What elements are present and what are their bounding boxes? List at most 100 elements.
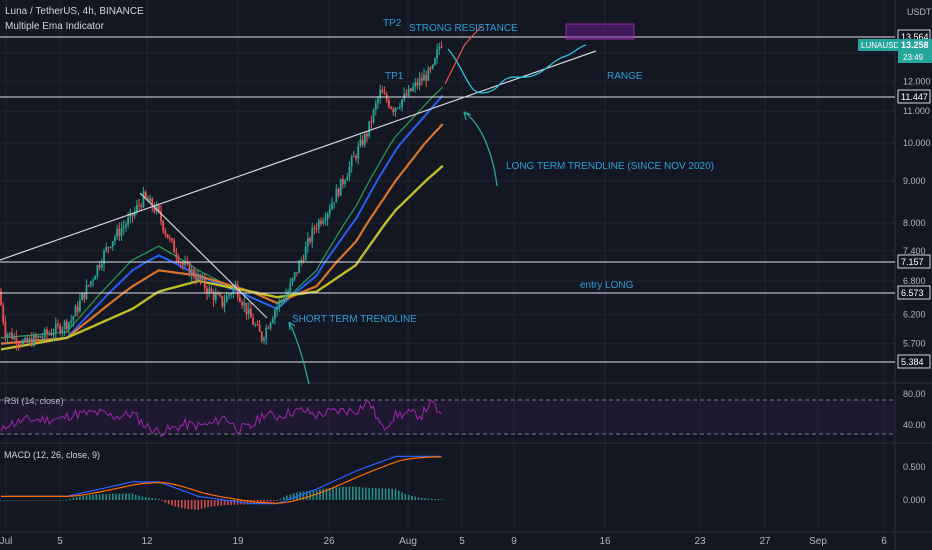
macd-histogram-bar xyxy=(378,488,380,500)
candle-body xyxy=(68,322,70,330)
macd-histogram-bar xyxy=(95,494,98,500)
candle-body xyxy=(429,67,432,69)
time-tick-label: 23 xyxy=(694,536,706,547)
macd-histogram-bar xyxy=(401,492,403,500)
macd-histogram-bar xyxy=(407,494,410,500)
candle-body xyxy=(271,318,274,323)
candle-body xyxy=(50,333,53,336)
arrow-short-term xyxy=(288,321,310,385)
macd-line xyxy=(1,455,442,505)
candle-body xyxy=(11,332,13,340)
candle-body xyxy=(81,293,83,301)
long-term-trendline xyxy=(0,50,597,261)
price-tick-label: 7.400 xyxy=(903,246,926,256)
macd-histogram-bar xyxy=(210,500,213,507)
candle-body xyxy=(223,302,226,307)
candle-body xyxy=(313,227,316,229)
candle-body xyxy=(418,78,421,86)
candle-body xyxy=(401,99,403,107)
macd-histogram-bar xyxy=(102,494,104,500)
candle-body xyxy=(83,293,86,299)
candle-body xyxy=(206,288,208,294)
candle-body xyxy=(105,247,108,252)
macd-histogram-bar xyxy=(397,490,400,500)
candle-body xyxy=(228,294,230,296)
annotation-long-term-trendline: LONG TERM TRENDLINE (SINCE NOV 2020) xyxy=(506,161,714,172)
candle-body xyxy=(398,106,401,108)
candle-body xyxy=(359,139,362,146)
macd-tick-label: 0.000 xyxy=(903,495,926,505)
candle-body xyxy=(190,269,193,276)
candle-body xyxy=(331,203,333,210)
macd-histogram-bar xyxy=(167,500,170,505)
macd-histogram-bar xyxy=(351,486,354,500)
candle-body xyxy=(184,261,186,266)
candle-body xyxy=(182,262,184,266)
candle-body xyxy=(322,220,325,224)
candle-body xyxy=(43,329,46,337)
candle-body xyxy=(79,300,81,312)
candle-body xyxy=(274,309,276,319)
price-tick-label: 6.800 xyxy=(903,276,926,286)
macd-histogram-bar xyxy=(23,500,25,501)
macd-histogram-bar xyxy=(411,495,413,500)
candle-body xyxy=(236,284,239,298)
annotation-short-term-trendline: SHORT TERM TRENDLINE xyxy=(292,314,417,325)
candle-body xyxy=(188,262,191,276)
candle-body xyxy=(407,88,410,96)
macd-histogram-bar xyxy=(381,488,384,500)
candle-body xyxy=(107,247,110,249)
macd-histogram-bar xyxy=(217,500,219,506)
candle-body xyxy=(256,324,259,326)
macd-histogram-bar xyxy=(213,500,216,507)
candle-body xyxy=(201,277,204,280)
rsi-tick-label: 80.00 xyxy=(903,389,926,399)
macd-histogram-bar xyxy=(161,500,163,501)
macd-histogram-bar xyxy=(6,500,9,501)
candle-body xyxy=(171,238,173,241)
candle-body xyxy=(217,293,219,295)
macd-histogram-bar xyxy=(361,487,364,500)
candle-body xyxy=(238,297,241,302)
candle-body xyxy=(98,265,101,268)
macd-histogram-bar xyxy=(424,498,426,500)
macd-histogram-bar xyxy=(194,500,196,510)
candle-body xyxy=(61,329,64,333)
macd-histogram-bar xyxy=(227,500,229,506)
candle-body xyxy=(203,277,206,289)
macd-histogram-bar xyxy=(305,490,308,500)
macd-histogram-bar xyxy=(332,487,334,500)
level-price-label: 13.564 xyxy=(901,32,929,42)
macd-histogram-bar xyxy=(335,487,338,500)
candle-body xyxy=(92,279,94,282)
time-tick-label: 5 xyxy=(57,536,63,547)
candle-body xyxy=(260,331,263,341)
candle-body xyxy=(436,49,439,59)
price-tick-label: 8.000 xyxy=(903,218,926,228)
candle-body xyxy=(320,220,322,224)
macd-histogram-bar xyxy=(440,499,443,500)
macd-histogram-bar xyxy=(256,500,259,503)
macd-histogram-bar xyxy=(69,498,71,500)
candle-body xyxy=(309,238,311,242)
level-price-tag xyxy=(897,354,931,369)
time-axis[interactable]: Jul 5 12 19 26 Aug 5 9 16 23 27 Sep 6 xyxy=(0,536,887,547)
macd-histogram-bar xyxy=(33,500,35,501)
macd-histogram-bar xyxy=(79,496,81,500)
arrow-long-term xyxy=(463,111,498,187)
candle-body xyxy=(39,336,42,338)
level-price-label: 5.384 xyxy=(901,357,924,367)
candle-body xyxy=(285,294,287,301)
annotation-tp2: TP2 xyxy=(383,18,402,29)
candle-body xyxy=(125,224,127,227)
candle-body xyxy=(368,121,371,137)
candle-body xyxy=(337,188,340,196)
time-tick-label: 6 xyxy=(881,536,887,547)
annotation-range: RANGE xyxy=(607,71,643,82)
price-axis[interactable]: USDT13.00012.00011.00010.0009.0008.0007.… xyxy=(858,7,932,505)
macd-histogram-bar xyxy=(118,493,121,500)
macd-histogram-bar xyxy=(345,486,347,500)
candle-body xyxy=(370,121,373,123)
candle-body xyxy=(70,320,73,323)
